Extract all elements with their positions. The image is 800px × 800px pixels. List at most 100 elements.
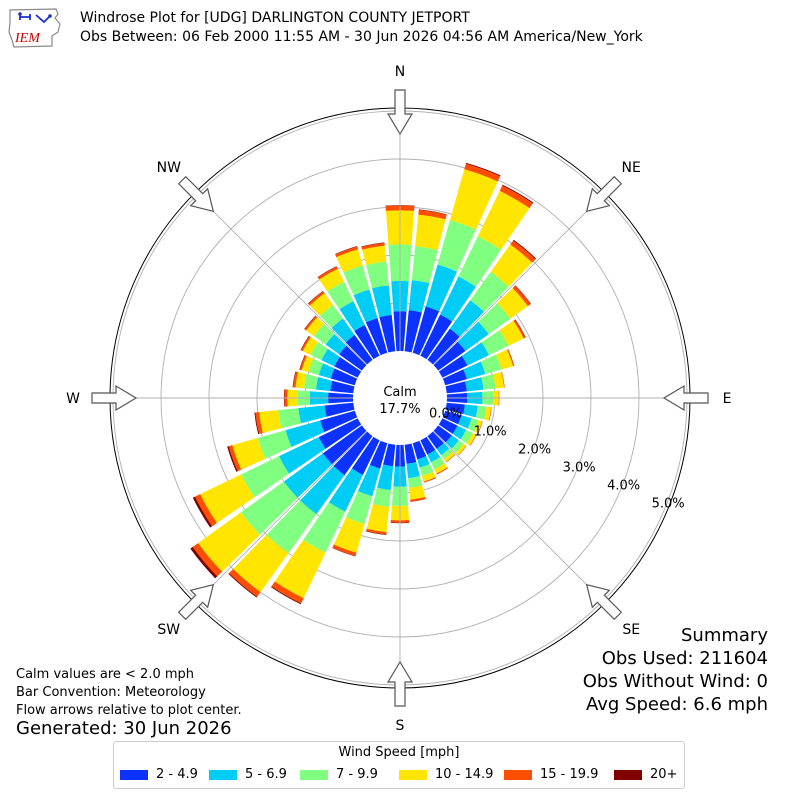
windrose-bar-segment <box>270 586 302 605</box>
compass-label: NW <box>157 160 181 176</box>
windrose-bar-segment <box>283 453 333 498</box>
windrose-bar-segment <box>332 547 356 557</box>
compass-label: E <box>723 391 732 407</box>
windrose-bar-segment <box>192 496 213 528</box>
flow-arrow-shape <box>177 175 215 213</box>
windrose-bar-segment <box>410 498 426 502</box>
calm-note: Calm values are < 2.0 mph <box>16 667 195 682</box>
windrose-bar-segment <box>335 246 359 258</box>
windrose-bar-segment <box>492 372 505 389</box>
windrose-bar-segment <box>457 321 489 351</box>
windrose-bar-segment <box>321 348 340 367</box>
legend-label: 7 - 9.9 <box>336 767 378 782</box>
flow-arrow-icon <box>662 384 709 412</box>
windrose-bar-segment <box>423 478 437 483</box>
windrose-bar-segment <box>421 471 436 482</box>
flow-arrow-icon <box>386 660 414 707</box>
windrose-bar-segment <box>240 481 298 535</box>
windrose-bar-segment <box>345 334 377 369</box>
convention-note: Bar Convention: Meteorology <box>16 685 206 700</box>
windrose-bar-segment <box>285 420 325 447</box>
windrose-bar-segment <box>477 421 483 434</box>
windrose-bar-segment <box>330 380 361 394</box>
windrose-bar-segment <box>318 363 335 379</box>
flow-arrow-icon <box>91 384 138 412</box>
windrose-bar-segment <box>513 239 537 260</box>
windrose-bar-segment <box>255 412 263 434</box>
windrose-bar-segment <box>190 546 218 579</box>
windrose-bar-segment <box>478 303 511 335</box>
windrose-bar-segment <box>419 464 434 477</box>
radial-tick-label: 0.0% <box>429 407 462 422</box>
windrose-bar-segment <box>295 372 307 389</box>
windrose-bar-segment <box>465 377 484 392</box>
calm-label: Calm <box>383 385 416 400</box>
windrose-bar-segment <box>515 285 531 305</box>
windrose-bar-segment <box>452 425 467 440</box>
windrose-bar-segment <box>357 464 381 497</box>
windrose-bar-segment <box>490 244 533 287</box>
windrose-bar-segment <box>458 445 467 456</box>
windrose-bar-segment <box>336 249 363 273</box>
windrose-bar-segment <box>300 335 310 351</box>
windrose-bar-segment <box>339 301 365 332</box>
windrose-bar-segment <box>319 268 345 292</box>
windrose-bar-segment <box>379 314 396 359</box>
windrose-bar-segment <box>308 291 325 306</box>
flow-arrow-icon <box>386 89 414 136</box>
windrose-bar-segment <box>303 502 346 553</box>
logo-dot-icon <box>18 12 22 16</box>
windrose-bar-segment <box>418 209 447 215</box>
windrose-bars <box>190 162 537 605</box>
windrose-bar-segment <box>501 372 505 388</box>
legend-swatch <box>209 770 237 780</box>
windrose-bar-segment <box>510 240 536 263</box>
windrose-bar-segment <box>339 345 371 375</box>
windrose-bar-segment <box>417 314 453 365</box>
windrose-bar-segment <box>484 406 492 421</box>
logo-dot-icon <box>48 14 52 18</box>
flow-arrow-shape <box>177 583 215 621</box>
flow-arrows <box>91 89 709 707</box>
windrose-bar-segment <box>366 261 389 289</box>
radial-tick-labels: 0.0% 1.0% 2.0% 3.0% 4.0% 5.0% <box>429 407 685 512</box>
windrose-bar-segment <box>317 266 338 280</box>
windrose-bar-segment <box>328 468 363 512</box>
windrose-bar-segment <box>366 528 387 535</box>
compass-label: NE <box>622 160 641 176</box>
windrose-bar-segment <box>335 246 358 255</box>
arrows-note: Flow arrows relative to plot center. <box>16 703 242 718</box>
windrose-bar-segment <box>293 371 299 388</box>
windrose-bar-segment <box>449 169 498 230</box>
legend-swatch <box>120 770 148 780</box>
windrose-bar-segment <box>354 324 383 365</box>
windrose-bar-segment <box>365 530 387 536</box>
windrose-bar-segment <box>318 415 367 449</box>
windrose-bar-segment <box>369 435 389 469</box>
windrose-bar-segment <box>322 421 371 465</box>
windrose-bar-segment <box>271 581 304 604</box>
windrose-bar-segment <box>451 440 464 453</box>
flow-arrow-icon <box>585 175 623 213</box>
legend-swatch <box>504 770 532 780</box>
iowa-outline-icon <box>8 8 61 48</box>
legend-label: 15 - 19.9 <box>540 767 599 782</box>
windrose-bar-segment <box>320 409 363 433</box>
windrose-bar-segment <box>383 437 396 467</box>
windrose-bar-segment <box>361 242 385 247</box>
windrose-bar-segment <box>408 280 430 313</box>
windrose-bar-segment <box>325 333 347 355</box>
iem-logo: IEM <box>8 8 61 48</box>
compass-labels: N NE E SE S SW W NW <box>66 64 731 734</box>
windrose-bar-segment <box>458 236 502 287</box>
windrose-bar-segment <box>299 355 307 371</box>
windrose-bar-segment <box>445 454 456 463</box>
windrose-bar-segment <box>481 374 496 390</box>
windrose-bar-segment <box>404 310 422 359</box>
compass-label: SW <box>157 622 180 638</box>
logo-mark-icon <box>19 14 51 24</box>
calm-value: 17.7% <box>379 402 420 417</box>
windrose-bar-segment <box>228 573 258 598</box>
windrose-bar-segment <box>465 162 501 177</box>
